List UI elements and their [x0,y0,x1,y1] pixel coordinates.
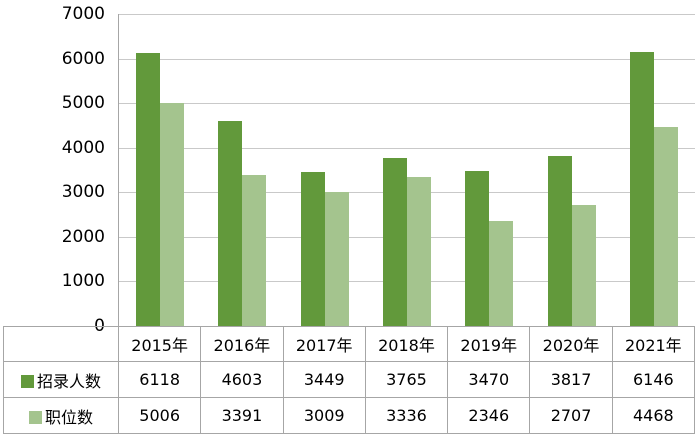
gridline [119,14,695,15]
table-cell-value: 3470 [447,361,531,398]
bar-招录人数-2015年 [136,53,161,326]
bar-招录人数-2018年 [383,158,407,326]
y-axis-tick-label: 7000 [61,4,105,24]
y-axis-tick-label: 4000 [61,137,105,158]
category-row: 2015年 2016年 2017年 2018年 2019年 2020年 2021年 [3,326,695,362]
table-corner-spacer [3,326,119,362]
gridline [119,147,695,149]
bar-职位数-2019年 [489,221,514,326]
category-label: 2021年 [611,326,695,362]
legend-series-name: 招录人数 [36,371,101,391]
data-table: 2015年 2016年 2017年 2018年 2019年 2020年 2021年招录人数 6… [3,326,695,434]
bar-招录人数-2019年 [465,171,490,326]
bar-职位数-2021年 [653,126,678,326]
table-row: 招录人数 6118 4603 3449 3765 3470 3817 6146 [3,361,695,398]
bar-职位数-2017年 [324,191,349,326]
table-row: 职位数 5006 3391 3009 3336 2346 2707 4468 [3,397,695,434]
table-cell-value: 4468 [611,397,695,434]
legend-series-name: 职位数 [44,407,93,427]
table-cell-value: 3009 [282,397,366,434]
category-label: 2020年 [529,326,613,362]
bar-招录人数-2016年 [218,120,243,326]
y-axis-tick-label: 5000 [61,93,105,114]
y-axis-tick-label: 3000 [61,182,105,203]
y-axis-tick-label: 6000 [61,48,105,69]
bar-招录人数-2017年 [300,172,325,326]
bar-职位数-2018年 [407,177,431,326]
legend-key-swatch [28,410,42,424]
table-cell-value: 3765 [364,361,449,398]
bar-招录人数-2020年 [547,155,572,326]
gridline [119,58,695,60]
bar-职位数-2016年 [242,174,267,326]
legend-item: 招录人数 [3,361,119,398]
table-cell-value: 6118 [117,361,202,398]
y-axis-tick-label: 1000 [61,271,105,292]
category-label: 2017年 [282,326,366,362]
table-cell-value: 3817 [529,361,613,398]
gridline [119,103,695,105]
bar-招录人数-2021年 [629,52,654,326]
table-cell-value: 4603 [200,361,284,398]
category-label: 2018年 [364,326,449,362]
table-cell-value: 3391 [200,397,284,434]
legend-item: 职位数 [3,397,119,434]
table-cell-value: 6146 [611,361,695,398]
plot-area [118,14,695,326]
bar-职位数-2020年 [571,205,596,326]
y-axis-tick-label: 2000 [61,226,105,247]
table-cell-value: 5006 [117,397,202,434]
table-cell-value: 2346 [447,397,531,434]
bar-职位数-2015年 [160,102,185,326]
table-cell-value: 3336 [364,397,449,434]
table-cell-value: 3449 [282,361,366,398]
table-cell-value: 2707 [529,397,613,434]
category-label: 2016年 [200,326,284,362]
category-label: 2019年 [447,326,531,362]
category-label: 2015年 [117,326,202,362]
legend-key-swatch [20,374,34,388]
